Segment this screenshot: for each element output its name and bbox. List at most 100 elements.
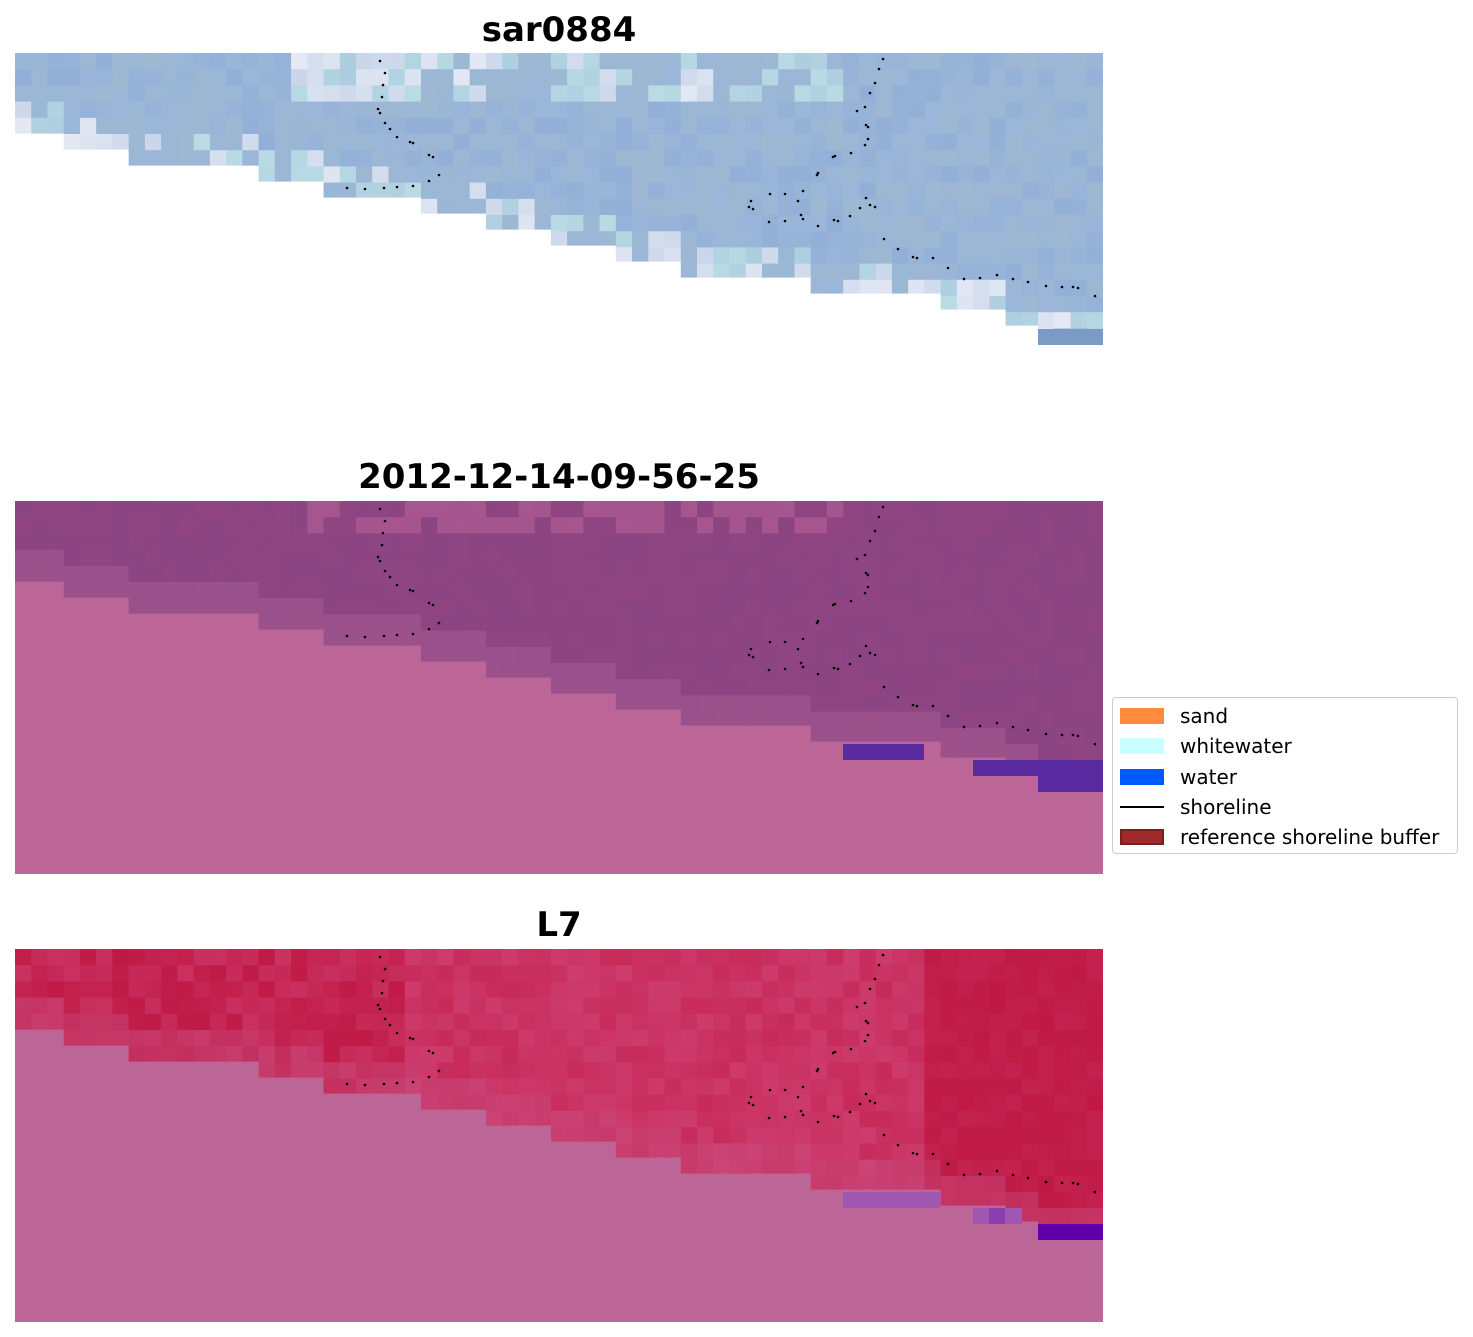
image-pixel [648, 695, 666, 710]
image-pixel [761, 679, 779, 696]
image-pixel [567, 150, 584, 167]
image-pixel [794, 501, 812, 518]
image-pixel [615, 517, 633, 534]
image-pixel [745, 695, 763, 713]
image-pixel [550, 981, 568, 999]
image-pixel [664, 1013, 682, 1031]
image-pixel [1070, 997, 1088, 1015]
image-pixel [583, 1127, 601, 1142]
shoreline-point [388, 575, 392, 579]
image-pixel [843, 582, 861, 599]
image-pixel [908, 1062, 925, 1080]
image-pixel [826, 166, 844, 184]
image-pixel [843, 117, 861, 135]
image-pixel [680, 1062, 698, 1080]
image-pixel [453, 598, 471, 615]
image-pixel [1038, 150, 1055, 167]
image-pixel [469, 117, 487, 135]
image-pixel [47, 517, 65, 534]
image-pixel [680, 630, 698, 648]
image-pixel [372, 517, 390, 534]
image-pixel [1021, 150, 1039, 167]
image-pixel [843, 182, 861, 200]
image-pixel [420, 182, 438, 200]
image-pixel [761, 134, 779, 151]
image-pixel [31, 69, 49, 86]
image-pixel [1038, 1046, 1055, 1063]
image-pixel [891, 150, 909, 167]
image-pixel [875, 598, 893, 615]
image-pixel [193, 1046, 211, 1062]
image-pixel [761, 53, 779, 70]
image-pixel [1005, 53, 1023, 70]
image-pixel [891, 501, 909, 518]
image-pixel [63, 101, 81, 119]
image-pixel [713, 565, 731, 583]
image-pixel [437, 1046, 455, 1063]
image-pixel [599, 53, 617, 70]
image-pixel [794, 263, 812, 278]
image-pixel [534, 630, 552, 648]
image-pixel [729, 1094, 747, 1112]
image-pixel [307, 598, 325, 615]
image-pixel [826, 965, 844, 982]
image-pixel [810, 134, 828, 151]
image-pixel [209, 582, 227, 599]
image-pixel [518, 182, 536, 200]
image-pixel [96, 981, 114, 999]
image-pixel [63, 582, 81, 598]
image-pixel [778, 134, 796, 151]
image-pixel [632, 166, 649, 184]
image-pixel [1005, 1111, 1023, 1128]
image-pixel [15, 85, 32, 103]
image-pixel [599, 646, 617, 664]
image-pixel [534, 565, 552, 583]
image-pixel [924, 630, 942, 648]
image-pixel [47, 997, 65, 1015]
image-pixel [469, 501, 487, 518]
image-pixel [859, 182, 877, 200]
image-pixel [810, 663, 828, 680]
image-pixel [469, 997, 487, 1015]
image-pixel [161, 1013, 178, 1031]
image-pixel [632, 85, 649, 103]
image-pixel [1021, 965, 1039, 982]
image-pixel [648, 134, 666, 151]
image-pixel [680, 695, 698, 713]
image-pixel [161, 997, 178, 1015]
image-pixel [567, 1111, 584, 1128]
image-pixel [502, 501, 519, 518]
image-pixel [388, 965, 406, 982]
image-pixel [1054, 53, 1072, 70]
shoreline-points [345, 953, 1097, 1194]
image-pixel [372, 630, 390, 646]
image-pixel [534, 117, 552, 135]
image-pixel [729, 711, 747, 726]
image-pixel [502, 117, 519, 135]
image-pixel [778, 85, 796, 103]
image-pixel [274, 501, 292, 518]
image-pixel [96, 997, 114, 1015]
image-pixel [274, 614, 292, 630]
image-pixel [908, 166, 925, 184]
image-pixel [989, 949, 1007, 966]
image-pixel [144, 1030, 162, 1047]
image-pixel [745, 949, 763, 966]
shoreline-point [383, 121, 387, 125]
image-pixel [956, 1111, 974, 1128]
image-pixel [599, 997, 617, 1015]
image-pixel [843, 53, 861, 70]
image-pixel [713, 1127, 731, 1144]
shoreline-point [962, 277, 966, 281]
image-pixel [469, 85, 487, 103]
image-pixel [810, 582, 828, 599]
image-pixel [810, 117, 828, 135]
image-pixel [989, 695, 1007, 713]
shoreline-point [873, 529, 877, 533]
image-pixel [615, 630, 633, 648]
image-pixel [453, 582, 471, 599]
image-pixel [632, 1013, 649, 1031]
image-pixel [826, 1030, 844, 1047]
image-pixel [1038, 53, 1055, 70]
image-pixel [664, 679, 682, 696]
